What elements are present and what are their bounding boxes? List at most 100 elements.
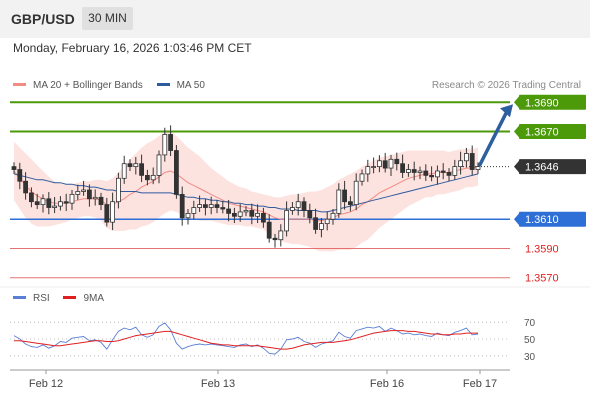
candle <box>405 163 411 177</box>
candle-body <box>63 201 69 204</box>
candle <box>475 162 481 174</box>
candle <box>249 203 255 225</box>
candle-body <box>307 210 313 219</box>
candle-body <box>28 192 34 203</box>
candle <box>202 199 208 216</box>
candle <box>197 195 203 212</box>
candle <box>260 207 266 228</box>
candle-body <box>347 201 353 206</box>
price-legend: MA 20 + Bollinger Bands MA 50 <box>13 80 216 91</box>
candle-body <box>214 204 220 208</box>
candle <box>52 197 57 214</box>
candle-body <box>226 208 232 214</box>
candle-body <box>104 204 110 223</box>
candle-body <box>173 150 179 195</box>
candle-body <box>69 193 75 204</box>
legend-item-ma20: MA 20 + Bollinger Bands <box>13 80 143 91</box>
research-credit: Research © 2026 Trading Central <box>431 80 581 91</box>
candle-body <box>272 237 278 241</box>
candle <box>307 203 313 224</box>
candle <box>139 154 145 183</box>
price-label-tip <box>514 124 520 139</box>
candle-body <box>440 170 446 173</box>
candle-body <box>469 153 475 170</box>
timestamp: Monday, February 16, 2026 1:03:46 PM CET <box>13 41 252 55</box>
timeframe-button[interactable]: 30 MIN <box>82 7 133 30</box>
candle-body <box>336 189 342 214</box>
candle-body <box>81 189 86 192</box>
candle <box>168 125 174 157</box>
candle-body <box>365 166 371 175</box>
x-tick-label: Feb 16 <box>370 378 404 390</box>
candle-body <box>249 210 255 217</box>
candle <box>173 144 179 199</box>
candle-body <box>150 174 156 181</box>
candle <box>289 201 295 215</box>
candle-body <box>434 170 440 178</box>
price-label: 1.3646 <box>525 162 559 174</box>
candle <box>266 214 272 243</box>
candle-body <box>400 163 406 173</box>
price-label-tip <box>514 212 520 227</box>
candle <box>40 194 46 213</box>
price-label: 1.3610 <box>525 214 559 226</box>
candle <box>400 154 406 179</box>
price-label-box <box>519 94 586 110</box>
candle <box>330 209 336 225</box>
candle-body <box>139 163 145 176</box>
candle-body <box>191 207 197 214</box>
candle <box>469 145 475 176</box>
candle-body <box>301 201 307 211</box>
candle-body <box>371 166 377 169</box>
price-label: 1.3590 <box>525 243 559 255</box>
candle-body <box>11 166 17 170</box>
candle <box>440 163 446 180</box>
candle <box>272 233 278 248</box>
ma50-line <box>13 173 479 213</box>
candle-body <box>220 207 226 210</box>
candle <box>34 193 40 209</box>
candle-body <box>411 169 417 173</box>
candle-body <box>40 198 46 206</box>
legend-item-9ma: 9MA <box>63 293 104 304</box>
candle <box>231 207 237 224</box>
candle-body <box>458 160 464 168</box>
candle-body <box>376 160 382 168</box>
forecast-arrowhead <box>500 104 513 118</box>
candle-body <box>243 210 249 213</box>
candle-body <box>330 212 336 220</box>
candle <box>191 200 197 219</box>
candle <box>342 180 348 210</box>
candle-body <box>388 158 394 169</box>
rsi-legend: RSI 9MA <box>13 293 115 304</box>
candle-body <box>52 205 57 208</box>
candle <box>208 196 214 215</box>
candle-body <box>197 204 203 208</box>
candle <box>388 154 394 176</box>
rsi-level-label: 30 <box>524 352 536 363</box>
candle <box>365 159 371 182</box>
candle-body <box>185 212 191 219</box>
candle <box>429 166 435 182</box>
candle <box>278 224 284 247</box>
candle-body <box>289 207 295 211</box>
candle <box>110 192 115 231</box>
candle-body <box>133 163 139 168</box>
rsi-ma-line <box>14 330 478 350</box>
candle <box>458 151 464 175</box>
candle <box>382 152 388 173</box>
candle <box>237 204 243 222</box>
candle <box>220 200 226 214</box>
candle-body <box>382 160 388 169</box>
candle-body <box>429 174 435 178</box>
candle <box>58 196 63 211</box>
legend-swatch <box>63 295 77 299</box>
candle-body <box>110 201 115 223</box>
candle <box>214 200 220 214</box>
candle-body <box>121 163 127 179</box>
candle <box>295 193 301 216</box>
candle-body <box>475 166 481 170</box>
candle-body <box>58 201 63 207</box>
legend-swatch <box>13 82 26 86</box>
